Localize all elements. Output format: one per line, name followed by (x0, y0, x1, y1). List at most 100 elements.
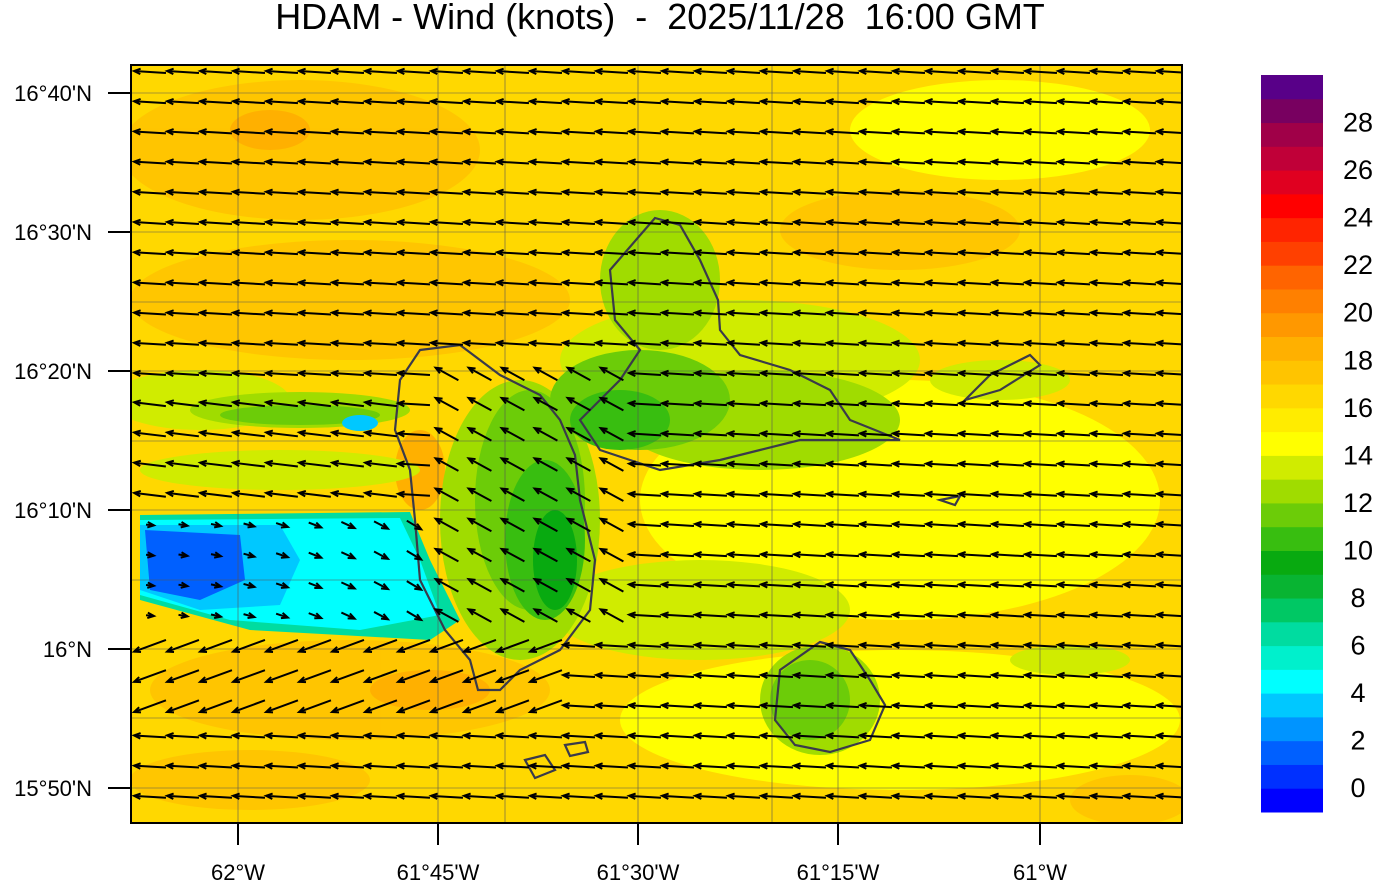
wind-arrow (532, 547, 558, 563)
wind-arrow (263, 369, 299, 378)
wind-arrow (725, 671, 761, 680)
wind-arrow (824, 641, 860, 649)
wind-arrow (1121, 701, 1157, 710)
wind-arrow (1121, 671, 1157, 680)
wind-arrow (263, 639, 299, 653)
wind-arrow (791, 520, 827, 529)
wind-arrow (296, 732, 332, 740)
wind-arrow (340, 581, 357, 590)
wind-arrow (989, 188, 1025, 196)
wind-arrow (395, 218, 431, 227)
wind-arrow (1022, 430, 1058, 438)
wind-arrow (1088, 490, 1124, 498)
wind-arrow (1121, 399, 1157, 408)
wind-arrow (791, 671, 827, 680)
wind-arrow (1121, 339, 1157, 347)
wind-arrow (275, 551, 291, 559)
wind-arrow (362, 97, 398, 106)
wind-arrow (263, 218, 299, 227)
wind-arrow (824, 550, 860, 559)
wind-arrow (433, 608, 459, 623)
wind-arrow (1088, 792, 1124, 800)
colorbar-label: 20 (1343, 298, 1373, 328)
wind-arrow (362, 792, 398, 800)
wind-arrow (791, 550, 827, 559)
wind-arrow (626, 128, 662, 136)
wind-arrow (593, 279, 629, 287)
wind-arrow (989, 792, 1025, 800)
wind-arrow (1022, 641, 1058, 649)
wind-arrow (362, 218, 398, 227)
wind-speed-field (131, 65, 1182, 823)
colorbar-bin (1261, 716, 1323, 742)
basse-terre-coast (393, 343, 597, 692)
wind-arrow (395, 67, 431, 76)
wind-arrow (923, 188, 959, 196)
wind-arrow (824, 248, 860, 257)
wind-arrow (461, 792, 497, 800)
wind-arrow (461, 279, 497, 287)
wind-arrow (1088, 430, 1124, 438)
colorbar-label: 22 (1343, 250, 1373, 280)
wind-arrow (461, 762, 497, 770)
wind-arrow (362, 128, 398, 136)
wind-arrow (329, 279, 365, 287)
wind-arrow (725, 97, 761, 106)
wind-arrow (1121, 641, 1157, 649)
wind-arrow (1121, 460, 1157, 468)
wind-arrow (494, 158, 530, 166)
wind-arrow (560, 762, 596, 770)
wind-arrow (1055, 369, 1091, 378)
wind-arrow (758, 701, 794, 710)
wind-arrow (428, 732, 464, 740)
wind-arrow (725, 188, 761, 196)
wind-arrow (329, 158, 365, 166)
wind-arrow (362, 339, 398, 347)
wind-arrow (824, 188, 860, 196)
wind-arrow (725, 248, 761, 257)
colorbar-label: 24 (1343, 203, 1373, 233)
wind-arrow (890, 671, 926, 680)
wind-arrow (593, 792, 629, 800)
wind-arrow (178, 611, 191, 619)
wind-arrow (263, 309, 299, 317)
wind-arrow (1154, 732, 1182, 740)
wind-arrow (362, 67, 398, 76)
wind-arrow (1121, 67, 1157, 76)
wind-arrow (1088, 550, 1124, 559)
wind-arrow (1055, 490, 1091, 498)
wind-arrow (308, 581, 324, 590)
wind-arrow (758, 128, 794, 136)
wind-arrow (659, 701, 695, 710)
wind-arrow (469, 822, 471, 823)
wind-arrow (131, 248, 167, 257)
wind-arrow (989, 490, 1025, 498)
wind-arrow (824, 339, 860, 347)
wind-arrow (923, 158, 959, 166)
wind-arrow (131, 699, 167, 714)
wind-arrow (230, 669, 266, 684)
wind-arrow (329, 399, 365, 408)
wind-arrow (164, 128, 200, 136)
wind-arrow (296, 67, 332, 76)
wind-arrow (395, 669, 431, 684)
wind-arrow (659, 67, 695, 76)
wind-arrow (1022, 460, 1058, 468)
wind-arrow (131, 218, 167, 227)
wind-arrow (956, 671, 992, 680)
wind-arrow (296, 279, 332, 287)
wind-arrow (956, 762, 992, 770)
wind-arrow (296, 792, 332, 800)
wind-arrow (1088, 67, 1124, 76)
wind-arrow (178, 551, 191, 559)
wind-arrow (824, 762, 860, 770)
colorbar-bin (1261, 170, 1323, 195)
wind-arrow (931, 822, 933, 823)
wind-arrow (659, 399, 695, 408)
wind-arrow (758, 490, 794, 498)
wind-arrow (395, 309, 431, 317)
wind-arrow (210, 551, 224, 559)
wind-arrow (164, 639, 200, 653)
wind-arrow (1121, 732, 1157, 740)
wind-arrow (989, 732, 1025, 740)
